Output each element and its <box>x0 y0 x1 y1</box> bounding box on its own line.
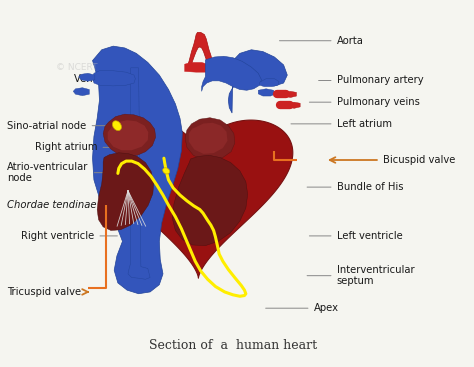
Text: Bicuspid valve: Bicuspid valve <box>330 155 455 165</box>
PathPatch shape <box>201 56 262 91</box>
Text: Tricuspid valve: Tricuspid valve <box>8 287 88 297</box>
PathPatch shape <box>104 120 293 278</box>
Ellipse shape <box>163 168 170 174</box>
PathPatch shape <box>283 91 296 98</box>
Text: Vena cava: Vena cava <box>74 74 126 84</box>
Text: Right ventricle: Right ventricle <box>21 231 118 241</box>
Text: Left atrium: Left atrium <box>291 119 392 129</box>
PathPatch shape <box>103 114 155 156</box>
PathPatch shape <box>184 62 215 72</box>
PathPatch shape <box>79 73 95 81</box>
PathPatch shape <box>260 79 279 87</box>
Text: Apex: Apex <box>265 303 338 313</box>
Text: Bundle of His: Bundle of His <box>307 182 403 192</box>
PathPatch shape <box>189 123 228 154</box>
Ellipse shape <box>112 121 121 131</box>
Text: © NCERT: © NCERT <box>55 63 97 72</box>
PathPatch shape <box>172 155 248 246</box>
Text: Pulmonary veins: Pulmonary veins <box>310 97 419 107</box>
PathPatch shape <box>97 153 154 230</box>
PathPatch shape <box>92 71 136 86</box>
PathPatch shape <box>258 89 275 96</box>
PathPatch shape <box>287 102 300 108</box>
Text: Left ventricle: Left ventricle <box>310 231 402 241</box>
Text: Atrio-ventricular
node: Atrio-ventricular node <box>8 162 122 184</box>
Text: Aorta: Aorta <box>280 36 364 46</box>
Text: Sino-atrial node: Sino-atrial node <box>8 121 122 131</box>
Text: Section of  a  human heart: Section of a human heart <box>149 339 317 352</box>
PathPatch shape <box>128 68 150 279</box>
Text: Chordae tendinae: Chordae tendinae <box>8 200 118 210</box>
PathPatch shape <box>228 50 287 113</box>
PathPatch shape <box>73 88 89 96</box>
PathPatch shape <box>185 118 235 160</box>
PathPatch shape <box>92 46 182 294</box>
Text: Interventricular
septum: Interventricular septum <box>307 265 414 287</box>
Text: Right atrium: Right atrium <box>35 142 129 152</box>
PathPatch shape <box>108 120 148 150</box>
PathPatch shape <box>187 32 215 70</box>
Text: Pulmonary artery: Pulmonary artery <box>319 76 423 86</box>
